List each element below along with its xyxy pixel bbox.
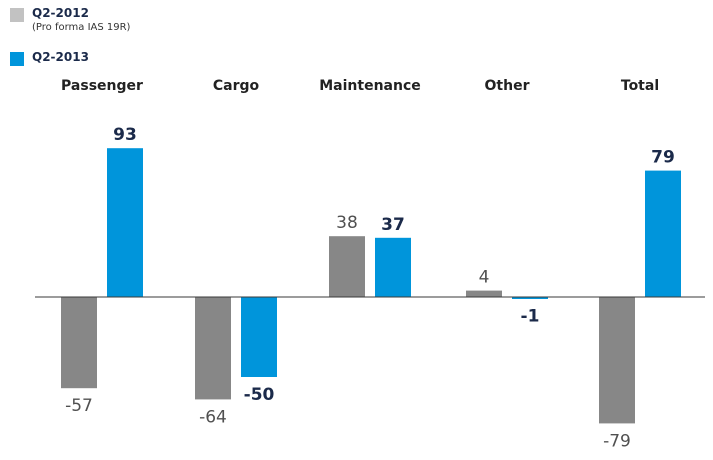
data-label-q2-2012-other: 4 — [479, 268, 490, 288]
data-label-q2-2013-passenger: 93 — [113, 125, 137, 145]
data-label-q2-2012-passenger: -57 — [65, 396, 93, 416]
legend-swatch-q2-2013 — [10, 52, 24, 66]
bar-q2-2013-cargo — [241, 297, 277, 377]
bar-q2-2012-other — [466, 290, 502, 297]
category-label-cargo: Cargo — [213, 78, 260, 94]
category-label-total: Total — [621, 78, 659, 94]
category-label-passenger: Passenger — [61, 78, 143, 94]
data-label-q2-2013-maintenance: 37 — [381, 215, 405, 235]
legend-label-q2-2012: Q2-2012 — [32, 6, 89, 20]
bar-q2-2013-total — [645, 170, 681, 297]
category-label-other: Other — [485, 78, 530, 94]
bar-q2-2012-maintenance — [329, 236, 365, 297]
data-label-q2-2013-cargo: -50 — [244, 385, 275, 405]
legend-label-q2-2013: Q2-2013 — [32, 50, 89, 64]
data-label-q2-2012-maintenance: 38 — [336, 213, 358, 233]
bar-q2-2012-total — [599, 297, 635, 424]
legend-note-q2-2012: (Pro forma IAS 19R) — [32, 22, 131, 33]
data-label-q2-2013-other: -1 — [521, 307, 540, 327]
category-label-maintenance: Maintenance — [319, 78, 421, 94]
bar-q2-2013-other — [512, 297, 548, 299]
data-label-q2-2012-cargo: -64 — [199, 407, 227, 427]
legend-swatch-q2-2012 — [10, 8, 24, 22]
bar-q2-2012-passenger — [61, 297, 97, 389]
data-label-q2-2013-total: 79 — [651, 148, 675, 168]
bar-q2-2013-maintenance — [375, 237, 411, 297]
bar-q2-2012-cargo — [195, 297, 231, 400]
data-label-q2-2012-total: -79 — [603, 431, 631, 451]
bar-q2-2013-passenger — [107, 148, 143, 297]
